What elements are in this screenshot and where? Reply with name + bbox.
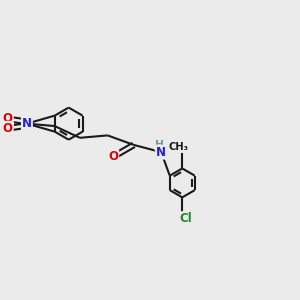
- Text: CH₃: CH₃: [169, 142, 189, 152]
- Text: O: O: [108, 150, 118, 163]
- Text: N: N: [156, 146, 166, 159]
- Text: O: O: [3, 112, 13, 125]
- Text: H: H: [155, 140, 164, 150]
- Text: O: O: [3, 122, 13, 135]
- Text: N: N: [22, 117, 32, 130]
- Text: Cl: Cl: [179, 212, 192, 225]
